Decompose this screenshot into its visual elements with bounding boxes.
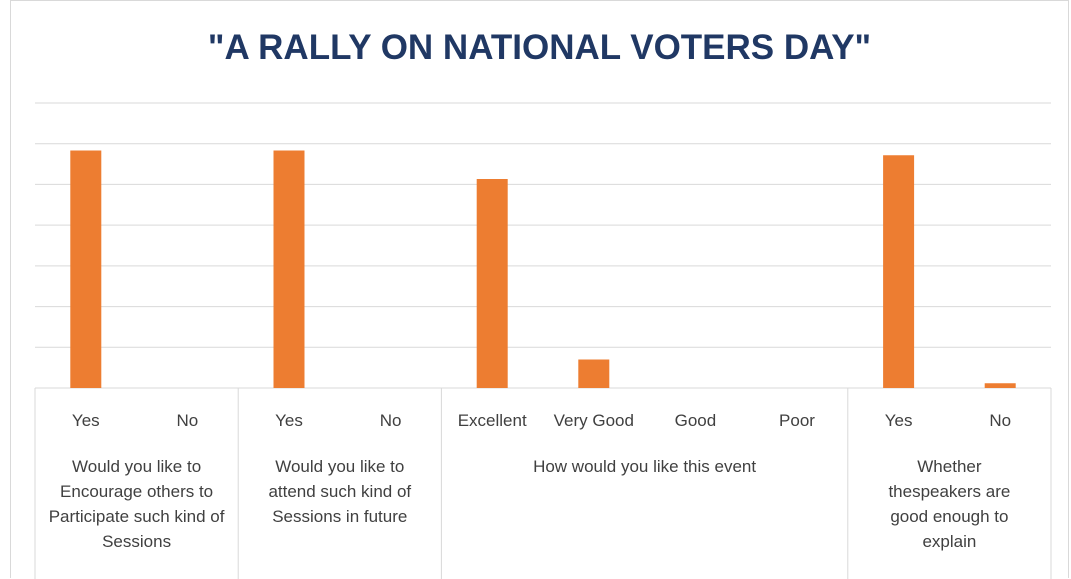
- group-label: Whether: [917, 457, 982, 476]
- group-label: good enough to: [890, 507, 1008, 526]
- group-label: Encourage others to: [60, 482, 213, 501]
- group-label: Would you like to: [275, 457, 404, 476]
- x-tick-label: No: [177, 411, 199, 430]
- group-label: Participate such kind of: [49, 507, 225, 526]
- group-label: Sessions: [102, 532, 171, 551]
- group-label: attend such kind of: [268, 482, 411, 501]
- group-label: Sessions in future: [272, 507, 407, 526]
- x-tick-label: Very Good: [554, 411, 634, 430]
- x-tick-label: No: [380, 411, 402, 430]
- bar: [476, 179, 508, 388]
- x-tick-label: Good: [675, 411, 717, 430]
- bar: [273, 150, 305, 388]
- bar: [883, 155, 915, 388]
- group-label: How would you like this event: [533, 457, 756, 476]
- x-tick-label: Poor: [779, 411, 815, 430]
- bar: [578, 359, 610, 388]
- x-tick-label: Yes: [275, 411, 303, 430]
- x-tick-label: Yes: [72, 411, 100, 430]
- group-label: thespeakers are: [888, 482, 1010, 501]
- x-tick-label: Excellent: [458, 411, 527, 430]
- bar: [984, 383, 1016, 388]
- group-label: explain: [922, 532, 976, 551]
- chart-title: "A RALLY ON NATIONAL VOTERS DAY": [207, 28, 872, 67]
- chart-border: [10, 0, 1069, 578]
- x-tick-label: No: [989, 411, 1011, 430]
- group-label: Would you like to: [72, 457, 201, 476]
- bar: [70, 150, 102, 388]
- x-tick-label: Yes: [885, 411, 913, 430]
